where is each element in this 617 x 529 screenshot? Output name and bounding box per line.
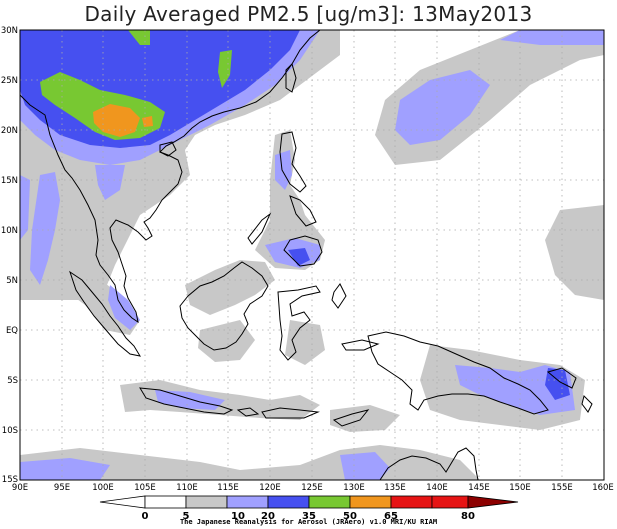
coastlines [20,30,593,480]
lon-label: 100E [92,483,114,493]
contour-lavender-south2 [340,452,390,480]
lon-label: 150E [509,483,531,493]
lat-label: 15N [1,176,18,186]
contour-gray-pacific-east [545,205,604,300]
lon-label: 95E [54,483,70,493]
colorbar-label: 5 [183,511,190,522]
coastline-timor [332,409,370,427]
map-frame [19,29,605,481]
lon-label: 105E [134,483,156,493]
lon-label: 145E [468,483,490,493]
contour-blue-newguinea [545,368,570,400]
lon-label: 125E [301,483,323,493]
contour-green-north2 [218,50,232,88]
contour-lavender-newguinea [455,365,575,415]
colorbar-swatch [144,495,187,509]
coastline-mindanao [283,235,323,267]
coastline-luzon [279,131,307,193]
colorbar-swatch [349,495,392,509]
coastline-hainan [159,141,177,157]
contour-gray-sulawesi [285,320,325,365]
lat-label: 20N [1,126,18,136]
contour-gray-borneo-south [198,320,255,362]
colorbar-label: 20 [261,511,275,522]
colorbar-label: 65 [384,511,398,522]
colorbar-label: 50 [343,511,357,522]
coastline-australia [379,447,479,480]
colorbar-arrow-high [467,495,519,509]
colorbar [99,495,519,509]
coastline-bali-lombok [236,407,260,417]
colorbar-label: 10 [231,511,245,522]
lon-label: 130E [343,483,365,493]
lon-label: 140E [426,483,448,493]
coastline-new-britain [546,367,577,389]
contour-lavender-pacific [395,70,490,145]
lat-label: 10S [2,426,18,436]
lon-label: 115E [217,483,239,493]
contour-lavender-java [155,390,225,410]
contour-gray-borneo [185,260,275,315]
contour-lavender-burma [30,172,60,285]
latitude-labels: 30N 25N 20N 15N 10N 5N EQ 5S 10S 15S [1,26,18,485]
lon-label: 160E [592,483,614,493]
data-credit: The Japanese Reanalysis for Aerosol (JRA… [179,518,438,526]
coastline-asia-mainland [20,30,321,324]
coastline-sumbawa-flores [261,407,320,419]
contour-lavender-south [20,458,110,480]
contour-lavender-sumatra [108,285,140,330]
lat-label: 5S [7,376,18,386]
coastline-borneo [179,261,269,351]
lat-label: 30N [1,26,18,36]
coastline-halmahera [331,283,347,309]
contour-orange-china [93,104,140,137]
coastline-new-guinea [367,331,549,415]
coastline-sumatra [69,270,142,357]
lon-label: 135E [384,483,406,493]
coastline-palawan [247,212,272,245]
map-title: Daily Averaged PM2.5 [ug/m3]: 13May2013 [84,2,533,26]
contour-gray-timor [330,405,400,432]
colorbar-swatch [185,495,228,509]
graticule [20,30,604,480]
longitude-labels: 90E 95E 100E 105E 110E 115E 120E 125E 13… [12,483,614,493]
lon-label: 90E [12,483,28,493]
lon-label: 120E [259,483,281,493]
contour-gray-taiwan-luzon [255,130,325,270]
lat-label: 25N [1,76,18,86]
colorbar-swatch [267,495,310,509]
colorbar-label: 35 [302,511,316,522]
contour-lavender-west [20,175,30,240]
coastline-taiwan [285,63,297,93]
lon-label: 155E [551,483,573,493]
contour-green-north1 [128,30,150,45]
coastline-bougainville [581,395,593,413]
lat-label: 15S [2,475,18,485]
contour-lavender-ne [500,30,604,45]
lat-label: 10N [1,226,18,236]
colorbar-label: 0 [142,511,149,522]
coastline-sulawesi [277,285,321,361]
lat-label: EQ [6,326,18,336]
colorbar-swatch [226,495,269,509]
lat-label: 5N [6,276,18,286]
coastline-visayas [289,195,317,227]
contour-lavender-indochina [95,165,125,200]
colorbar-labels: 0 5 10 20 35 50 65 80 [142,511,475,522]
colorbar-swatch [308,495,351,509]
colorbar-label: 80 [461,511,475,522]
coastline-java [139,387,234,415]
colorbar-swatch [390,495,433,509]
contour-blue-mindanao [288,248,310,266]
lon-label: 110E [176,483,198,493]
concentration-field [20,30,604,480]
colorbar-swatch [431,495,469,509]
colorbar-arrow-low [99,495,146,509]
